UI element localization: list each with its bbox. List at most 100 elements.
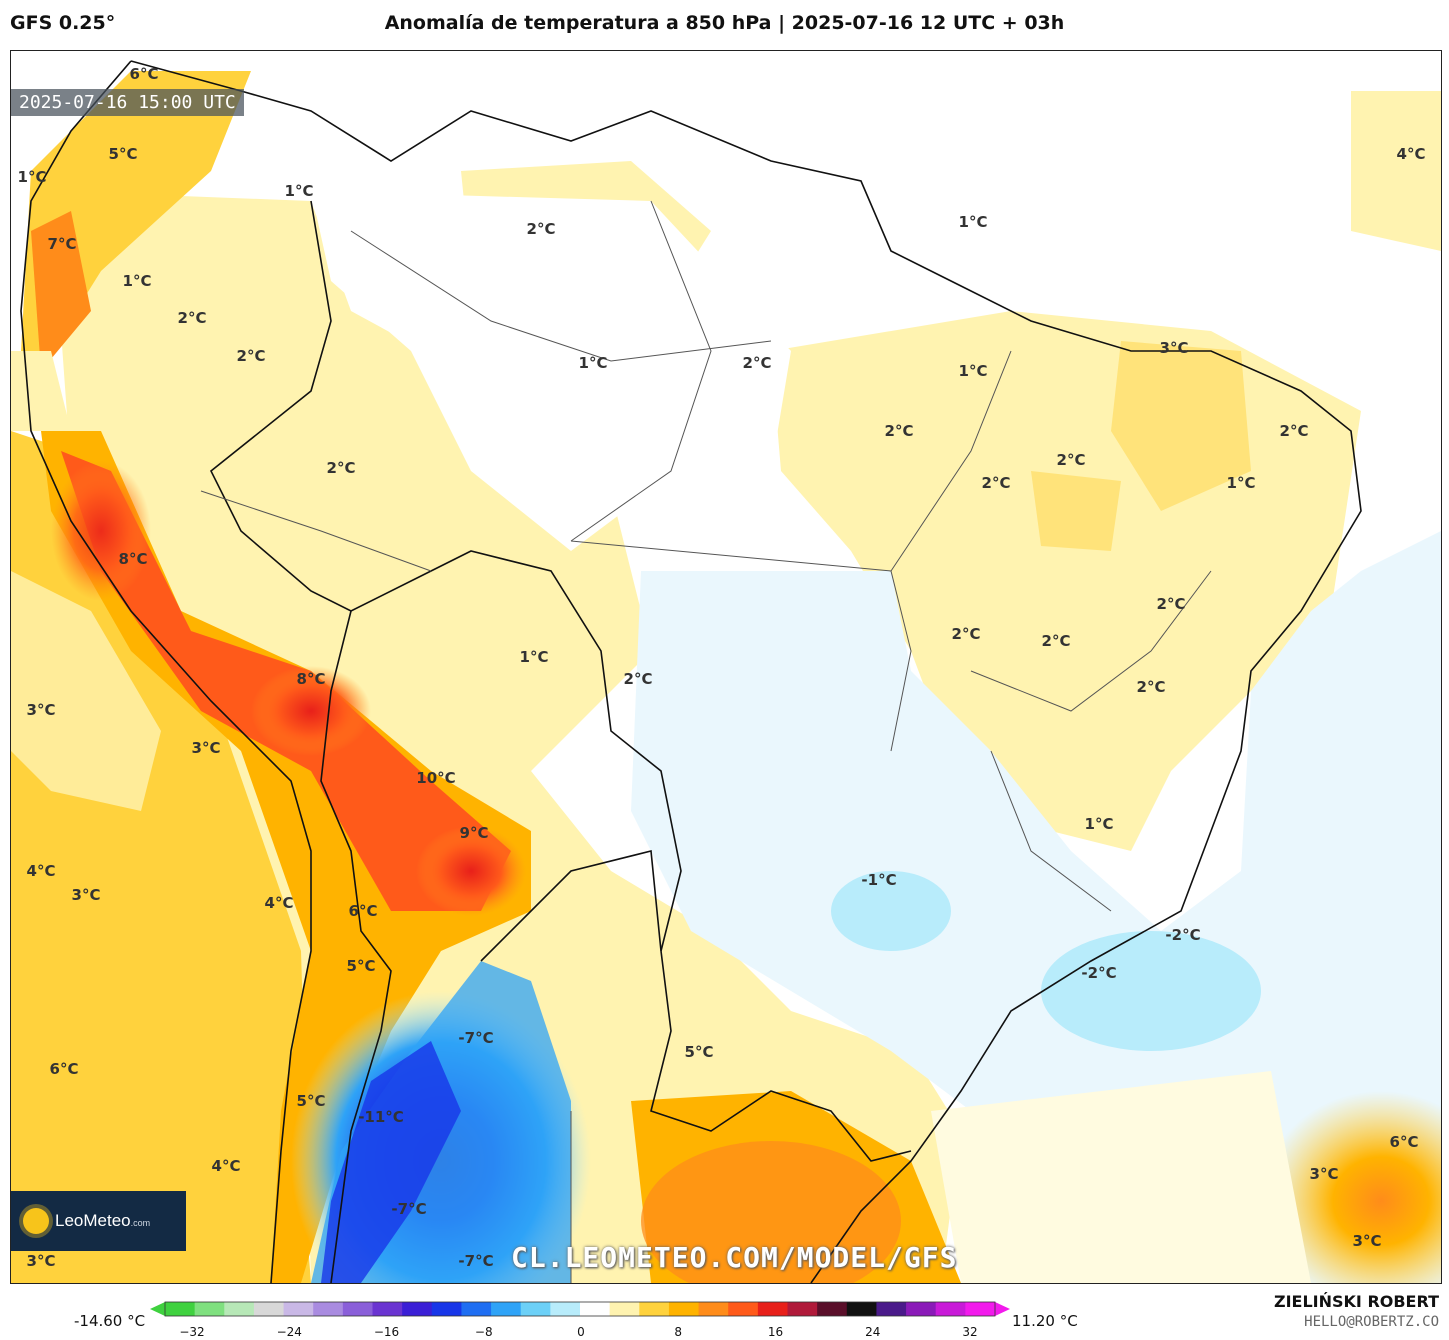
anomaly-label: 8°C (296, 670, 326, 688)
anomaly-label: 3°C (26, 701, 56, 719)
anomaly-label: 2°C (1279, 422, 1309, 440)
pacific-pale-region (11, 571, 161, 811)
state-border-6 (990, 750, 1112, 912)
colorbar-tick-label: −16 (373, 1325, 400, 1339)
anomaly-label: 2°C (623, 670, 653, 688)
colorbar-segment (372, 1302, 403, 1316)
state-border-4 (890, 350, 1012, 572)
anomaly-label: 5°C (684, 1043, 714, 1061)
anomaly-label: 2°C (1041, 632, 1071, 650)
colorbar-segment (342, 1302, 373, 1316)
hot-spot-bolivia (416, 826, 526, 916)
model-url-watermark: CL.LEOMETEO.COM/MODEL/GFS (511, 1241, 958, 1274)
state-border-3 (570, 200, 712, 542)
colorbar-segment (609, 1302, 640, 1316)
colorbar-segment (787, 1302, 818, 1316)
colorbar-tick-label: 32 (962, 1325, 978, 1339)
anomaly-label: 1°C (958, 362, 988, 380)
colorbar-tick-label: −32 (179, 1325, 205, 1339)
colorbar-segment (313, 1302, 344, 1316)
anomaly-label: 3°C (1159, 339, 1189, 357)
hot-spot-peru (251, 666, 371, 756)
anomaly-label: 3°C (191, 739, 221, 757)
paraguay-border (480, 849, 662, 962)
andes-east-border (320, 610, 392, 1283)
anomaly-label: 5°C (108, 145, 138, 163)
map-title: Anomalía de temperatura a 850 hPa | 2025… (384, 12, 1065, 34)
colorbar-segment (194, 1302, 225, 1316)
anomaly-label: 1°C (1226, 474, 1256, 492)
anomaly-label: 2°C (1056, 451, 1086, 469)
anomaly-label: 8°C (118, 550, 148, 568)
colorbar-segment (402, 1302, 433, 1316)
logo-suffix: .com (130, 1218, 151, 1228)
anomaly-label: 4°C (264, 894, 294, 912)
anomaly-label: 5°C (296, 1092, 326, 1110)
anomaly-label: 1°C (17, 168, 47, 186)
colorbar-tick-label: 0 (577, 1325, 585, 1339)
colorbar-outline (164, 1301, 996, 1317)
anomaly-label: 2°C (1136, 678, 1166, 696)
hot-spot-north-peru (51, 461, 151, 601)
anomaly-label: -11°C (358, 1108, 404, 1126)
anomaly-label: -7°C (391, 1200, 427, 1218)
colorbar-segment (876, 1302, 907, 1316)
anomaly-label: -2°C (1165, 926, 1201, 944)
state-border-5 (970, 570, 1212, 712)
south-america-coastline (130, 60, 1362, 1283)
anomaly-label: 1°C (284, 182, 314, 200)
colorbar-tick-label: 16 (767, 1325, 784, 1339)
anomaly-label: 2°C (951, 625, 981, 643)
anomaly-label: 6°C (1389, 1133, 1419, 1151)
colorbar-left-arrow (150, 1302, 165, 1316)
anomaly-label: 2°C (236, 347, 266, 365)
atlantic-pale (931, 1071, 1311, 1283)
colombia-hot (31, 211, 91, 371)
anomaly-label: 4°C (211, 1157, 241, 1175)
colorbar-segment (580, 1302, 611, 1316)
anomaly-label: -2°C (1081, 964, 1117, 982)
colorbar-segment (906, 1302, 937, 1316)
anomaly-label: 3°C (1352, 1232, 1382, 1250)
colorbar (150, 1301, 1010, 1317)
colorbar-segment (698, 1302, 729, 1316)
anomaly-label: 4°C (1396, 145, 1426, 163)
temperature-anomaly-map: 2025-07-16 15:00 UTC 6°C 5°C 1°C 7°C 1°C 1°C 2… (10, 50, 1442, 1284)
colorbar-segment (224, 1302, 255, 1316)
anomaly-label: 3°C (71, 886, 101, 904)
anomaly-label: -1°C (861, 871, 897, 889)
colorbar-min-label: -14.60 °C (74, 1312, 146, 1330)
pacific-north-pale (11, 351, 71, 431)
colorbar-tick-label: −8 (474, 1325, 493, 1339)
state-borders (200, 200, 1212, 1283)
anomaly-label: 1°C (519, 648, 549, 666)
anomaly-label: 1°C (578, 354, 608, 372)
amazon-white (311, 191, 791, 551)
atlantic-warm (1261, 1091, 1441, 1283)
anomaly-shading (11, 71, 1441, 1283)
colorbar-max-label: 11.20 °C (1012, 1312, 1078, 1330)
colorbar-segment (846, 1302, 877, 1316)
colorbar-segment (668, 1302, 700, 1316)
country-borders (20, 60, 1362, 1283)
colorbar-segment (431, 1302, 462, 1316)
anomaly-label: 2°C (326, 459, 356, 477)
anomaly-label: 2°C (1156, 595, 1186, 613)
state-border-1 (350, 230, 772, 362)
colorbar-segment (283, 1302, 314, 1316)
colorbar-segment (461, 1302, 492, 1316)
northeast-yellow-core (1111, 341, 1251, 511)
colorbar-segment (550, 1302, 581, 1316)
author-name: ZIELIŃSKI ROBERT (1273, 1292, 1439, 1311)
sun-icon (23, 1208, 49, 1234)
author-email: HELLO@ROBERTZ.CO (1304, 1314, 1439, 1330)
colorbar-segment (935, 1302, 966, 1316)
argentina-cold-deep (321, 1041, 461, 1283)
anomaly-label: 2°C (742, 354, 772, 372)
colorbar-segment (639, 1302, 670, 1316)
anomaly-label: 6°C (348, 902, 378, 920)
model-name: GFS 0.25° (10, 12, 116, 34)
anomaly-label: 2°C (526, 220, 556, 238)
anomaly-label: 2°C (177, 309, 207, 327)
map-canvas (11, 60, 1441, 1283)
